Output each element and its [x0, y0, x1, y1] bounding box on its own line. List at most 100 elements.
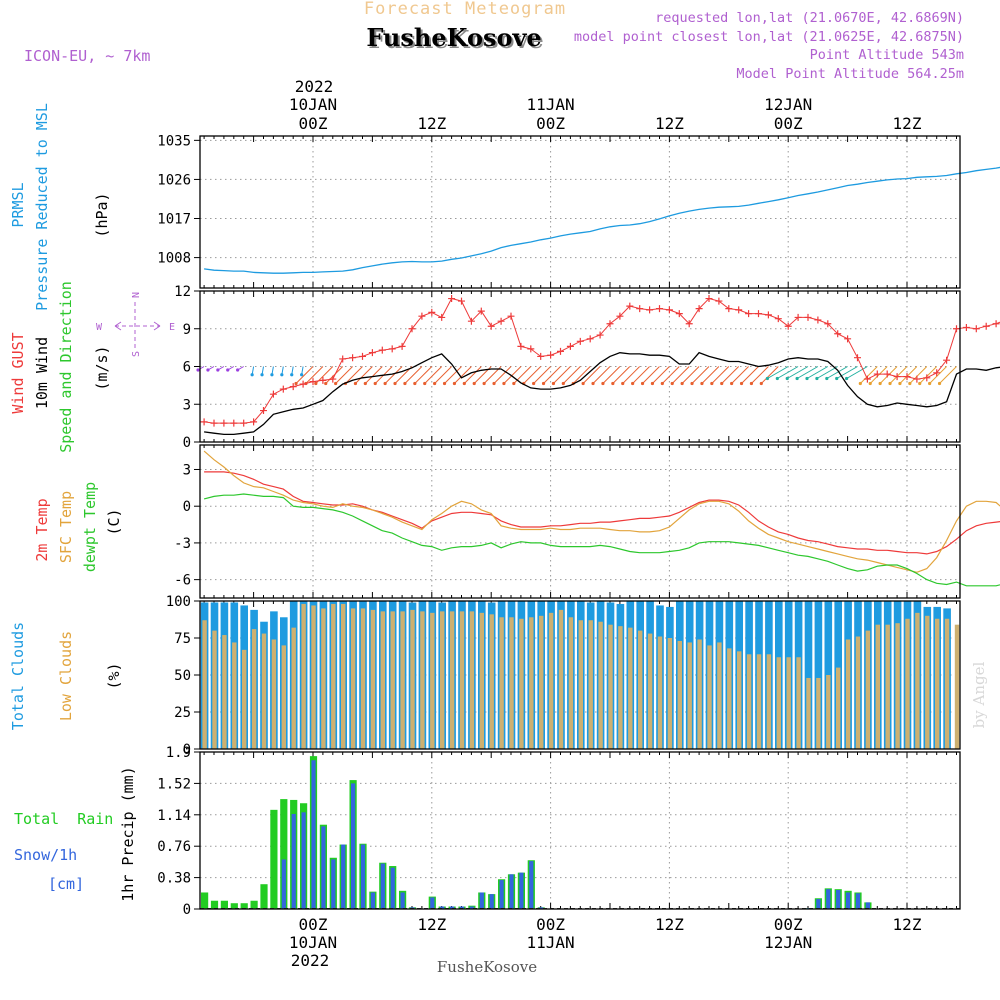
gust-marker: [349, 354, 357, 362]
wind-arrow-head: [690, 381, 694, 386]
low-clouds-bar: [638, 630, 643, 749]
low-clouds-bar: [578, 620, 583, 749]
low-clouds-bar: [212, 630, 217, 749]
snow-bar: [826, 889, 831, 909]
y-tick-label: 1.9: [166, 745, 191, 761]
snow-bar: [450, 906, 455, 909]
gust-marker: [854, 354, 861, 362]
gust-marker: [933, 369, 941, 377]
gust-marker: [250, 418, 258, 426]
rain-bar: [280, 799, 288, 909]
sfc-temp-line: [203, 450, 1000, 573]
gust-marker: [329, 375, 337, 383]
wind-arrow: [691, 366, 710, 384]
low-clouds-bar: [202, 620, 207, 749]
y-tick-label: 100: [166, 594, 191, 610]
gust-marker: [200, 418, 208, 426]
snow-bar: [351, 783, 356, 909]
wind-arrow-head: [749, 381, 754, 386]
wind-direction-arrows: [591, 366, 779, 386]
bottom-date-label: 10JAN: [289, 933, 337, 952]
low-clouds-bar: [360, 608, 366, 749]
forecast-meteogram-title: Forecast Meteogram: [364, 0, 566, 19]
wind-arrow-head: [472, 381, 476, 386]
rain-bar: [270, 809, 278, 909]
wind-arrow-head: [918, 381, 922, 386]
compass-rose-icon: N S W E: [96, 292, 175, 357]
wind-direction-arrows: [765, 366, 868, 381]
low-clouds-bar: [816, 677, 821, 749]
wind-arrow-head: [433, 381, 437, 386]
wind-arrow: [325, 366, 344, 384]
low-clouds-bar: [687, 642, 692, 749]
snow-bar: [440, 906, 445, 909]
wind-arrow-head: [452, 381, 457, 386]
gust-marker: [616, 312, 624, 320]
top-time-label: 00Z: [774, 114, 803, 133]
low-clouds-bar: [628, 627, 633, 749]
wind-arrow-head: [413, 381, 417, 386]
snow-bar: [816, 899, 821, 909]
low-clouds-bar: [420, 611, 425, 749]
gust-marker: [220, 419, 228, 427]
low-clouds-bar: [806, 677, 811, 749]
snow-bar: [846, 892, 851, 909]
wind-arrow-head: [650, 381, 655, 386]
wind-arrow-head: [353, 381, 358, 386]
wind-arrow-head: [216, 368, 220, 372]
model-point-altitude: Model Point Altitude 564.25m: [736, 66, 964, 82]
snow-bar: [489, 894, 494, 909]
gust-marker: [636, 305, 644, 313]
wind-arrow-head: [250, 373, 254, 377]
low-clouds-bar: [380, 611, 385, 749]
panel-frame: [199, 135, 961, 289]
y-tick-label: 0: [183, 742, 191, 758]
wind-arrow: [652, 366, 670, 384]
gust-marker: [943, 356, 951, 364]
gust-marker: [804, 313, 812, 321]
gust-marker: [784, 322, 792, 330]
wind-arrow-head: [878, 381, 882, 386]
low-clouds-bar: [766, 654, 772, 749]
wind-speed-dir-label: Speed and Direction: [57, 281, 75, 453]
wind-arrow: [562, 366, 581, 384]
top-date-label: 10JAN: [289, 95, 337, 114]
gust-marker: [289, 383, 297, 391]
gust-marker: [972, 325, 980, 333]
low-clouds-bar: [845, 639, 851, 749]
gust-marker: [566, 342, 574, 350]
y-tick-label: 75: [174, 631, 191, 647]
wind-arrow-head: [785, 376, 789, 381]
wind-arrow-head: [700, 381, 704, 386]
watermark: by Angel: [970, 661, 988, 728]
compass-e: E: [169, 322, 175, 333]
wind-arrow-head: [640, 381, 645, 386]
low-clouds-bar: [499, 617, 504, 749]
gust-marker: [517, 342, 525, 350]
wind-arrow-head: [280, 373, 284, 377]
panel-frame: [199, 290, 961, 443]
sfc-temp-label: SFC Temp: [57, 491, 75, 563]
wind-arrow: [642, 366, 660, 384]
wind-arrow-head: [845, 376, 849, 381]
low-clouds-bar: [588, 620, 593, 749]
wind-arrow: [929, 366, 947, 384]
low-clouds-bar: [321, 608, 326, 749]
snow-bar: [529, 861, 534, 909]
top-time-label: 12Z: [417, 114, 446, 133]
low-clouds-bar: [410, 609, 415, 749]
dewpt-temp-line: [203, 493, 1000, 587]
wind-arrow: [503, 366, 522, 384]
low-clouds-bar: [915, 612, 920, 749]
wind-arrow-head: [532, 381, 536, 386]
wind-arrow-head: [759, 381, 763, 386]
wind-arrow: [681, 366, 700, 384]
y-tick-label: 12: [174, 284, 191, 300]
wind-arrow: [806, 366, 829, 379]
wind-arrow: [305, 366, 324, 384]
low-clouds-bar: [618, 626, 623, 749]
gust-marker: [378, 346, 386, 354]
wind-arrow: [335, 366, 353, 384]
precip-axis-label: 1hr Precip (mm): [119, 766, 137, 901]
low-clouds-bar: [271, 639, 277, 749]
